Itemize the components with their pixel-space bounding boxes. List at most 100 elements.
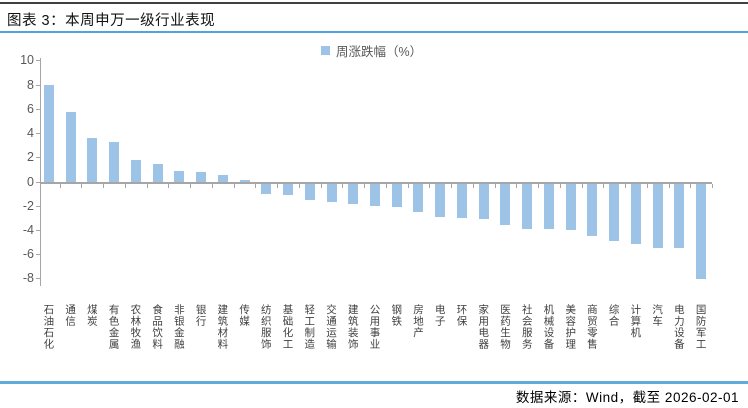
x-axis-tick <box>146 183 148 188</box>
category-label: 商贸零售 <box>585 304 598 350</box>
x-axis-tick <box>581 183 583 188</box>
category-label: 有色金属 <box>107 304 120 350</box>
bar <box>478 183 489 220</box>
category-label: 公用事业 <box>368 304 381 350</box>
category-label: 国防军工 <box>694 304 707 350</box>
bar <box>174 171 185 182</box>
category-label: 建筑装饰 <box>346 304 359 350</box>
figure-title: 图表 3：本周申万一级行业表现 <box>7 13 216 29</box>
y-tick-label: -4 <box>22 222 34 237</box>
bar <box>652 183 663 249</box>
x-axis-tick <box>407 183 409 188</box>
bar <box>65 111 76 182</box>
x-axis-tick <box>320 183 322 188</box>
y-axis-tick <box>36 229 40 231</box>
x-axis-tick <box>233 183 235 188</box>
category-label: 非银金融 <box>172 304 185 350</box>
bar <box>609 183 620 242</box>
category-label: 计算机 <box>629 304 642 339</box>
category-label: 石油石化 <box>42 304 55 350</box>
y-tick-label: 6 <box>27 101 34 116</box>
y-axis-tick <box>36 60 40 62</box>
category-label: 房地产 <box>411 304 424 339</box>
y-axis-tick <box>36 278 40 280</box>
chart-legend: 周涨跌幅（%） <box>321 41 422 60</box>
category-label: 汽车 <box>651 304 664 327</box>
x-axis-tick <box>494 183 496 188</box>
x-axis-tick <box>516 183 518 188</box>
bar <box>500 183 511 226</box>
bar <box>196 172 207 182</box>
category-label: 基础化工 <box>281 304 294 350</box>
x-axis <box>40 182 712 184</box>
y-tick-label: 4 <box>27 126 34 141</box>
category-label: 银行 <box>194 304 207 327</box>
bar <box>674 183 685 249</box>
title-underline <box>0 31 748 33</box>
bar <box>543 183 554 230</box>
y-tick-label: 8 <box>27 77 34 92</box>
x-axis-tick <box>603 183 605 188</box>
bar <box>109 142 120 182</box>
y-tick-label: -2 <box>22 198 34 213</box>
category-label: 美容护理 <box>564 304 577 350</box>
bar <box>283 183 294 196</box>
bar <box>326 183 337 203</box>
bar <box>239 179 250 182</box>
bar <box>152 163 163 182</box>
bar <box>456 183 467 219</box>
category-label: 环保 <box>455 304 468 327</box>
x-axis-tick <box>668 183 670 188</box>
category-label: 医药生物 <box>498 304 511 350</box>
x-axis-tick <box>385 183 387 188</box>
x-axis-tick <box>364 183 366 188</box>
category-label: 社会服务 <box>520 304 533 350</box>
category-label: 电子 <box>433 304 446 327</box>
category-label: 机械设备 <box>542 304 555 350</box>
x-axis-tick <box>211 183 213 188</box>
x-axis-tick <box>625 183 627 188</box>
x-axis-tick <box>59 183 61 188</box>
bar <box>130 160 141 182</box>
x-axis-tick <box>168 183 170 188</box>
category-label: 食品饮料 <box>151 304 164 350</box>
y-tick-label: -8 <box>22 271 34 286</box>
category-label: 轻工制造 <box>303 304 316 350</box>
bar <box>565 183 576 231</box>
bar <box>587 183 598 237</box>
category-label: 建筑材料 <box>216 304 229 350</box>
top-rule <box>0 2 748 4</box>
category-label: 综合 <box>607 304 620 327</box>
bar <box>522 183 533 230</box>
y-axis-tick <box>36 181 40 183</box>
category-label: 煤炭 <box>85 304 98 327</box>
bar <box>696 183 707 279</box>
x-axis-tick <box>81 183 83 188</box>
bar <box>370 183 380 206</box>
bar <box>261 183 272 194</box>
category-label: 电力设备 <box>672 304 685 350</box>
x-axis-tick <box>538 183 540 188</box>
category-label: 家用电器 <box>477 304 490 350</box>
bar <box>87 138 98 182</box>
y-tick-label: 10 <box>20 53 34 68</box>
x-axis-tick <box>124 183 126 188</box>
category-label: 传媒 <box>238 304 251 327</box>
x-axis-tick <box>255 183 257 188</box>
x-axis-tick <box>646 183 648 188</box>
x-axis-tick <box>429 183 431 188</box>
category-label: 农林牧渔 <box>129 304 142 350</box>
legend-label: 周涨跌幅（%） <box>336 45 423 59</box>
x-axis-tick <box>559 183 561 188</box>
bar <box>413 183 424 213</box>
x-axis-tick <box>712 183 713 188</box>
bar <box>43 85 54 182</box>
bar <box>217 174 228 182</box>
y-axis-tick <box>36 133 40 135</box>
x-axis-tick <box>277 183 279 188</box>
x-axis-tick <box>472 183 474 188</box>
category-label: 纺织服饰 <box>259 304 272 350</box>
y-tick-label: 2 <box>27 150 34 165</box>
x-axis-tick <box>342 183 344 188</box>
y-axis-tick <box>36 157 40 159</box>
